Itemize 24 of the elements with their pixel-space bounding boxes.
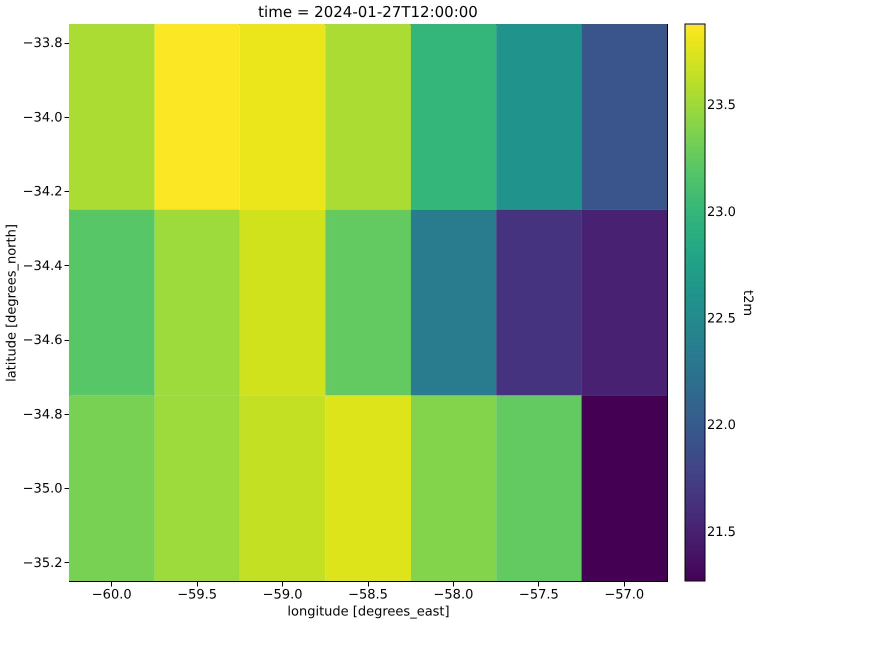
x-axis-title: longitude [degrees_east] — [287, 604, 450, 620]
color-bar-label: 21.5 — [707, 524, 736, 540]
y-tick-label: −34.4 — [22, 258, 62, 274]
x-tick-label: −58.5 — [348, 588, 388, 602]
color-bar-label: 23.0 — [707, 204, 736, 220]
y-tick-label: −33.8 — [22, 36, 62, 52]
y-tick-label: −34.0 — [22, 110, 62, 126]
y-tick-label: −34.2 — [22, 184, 62, 200]
x-tick-label: −59.5 — [177, 588, 218, 602]
chart-title: time = 2024-01-27T12:00:00 — [258, 3, 478, 21]
color-bar-label: 23.5 — [707, 98, 736, 114]
color-bar-title: t2m — [740, 290, 755, 316]
y-axis-title: latitude [degrees_north] — [4, 224, 20, 382]
y-tick-label: −35.2 — [22, 556, 62, 571]
y-tick-label: −34.6 — [22, 333, 62, 348]
color-bar-label: 22.5 — [707, 312, 736, 327]
x-tick-label: −60.0 — [92, 588, 132, 602]
x-tick-label: −58.0 — [434, 588, 474, 602]
x-tick-label: −57.5 — [518, 588, 559, 602]
y-tick-label: −35.0 — [22, 482, 62, 497]
y-tick-label: −34.8 — [22, 407, 62, 422]
x-tick-label: −59.0 — [262, 588, 302, 602]
x-tick-label: −57.0 — [604, 588, 644, 602]
color-bar-label: 22.0 — [707, 418, 736, 434]
